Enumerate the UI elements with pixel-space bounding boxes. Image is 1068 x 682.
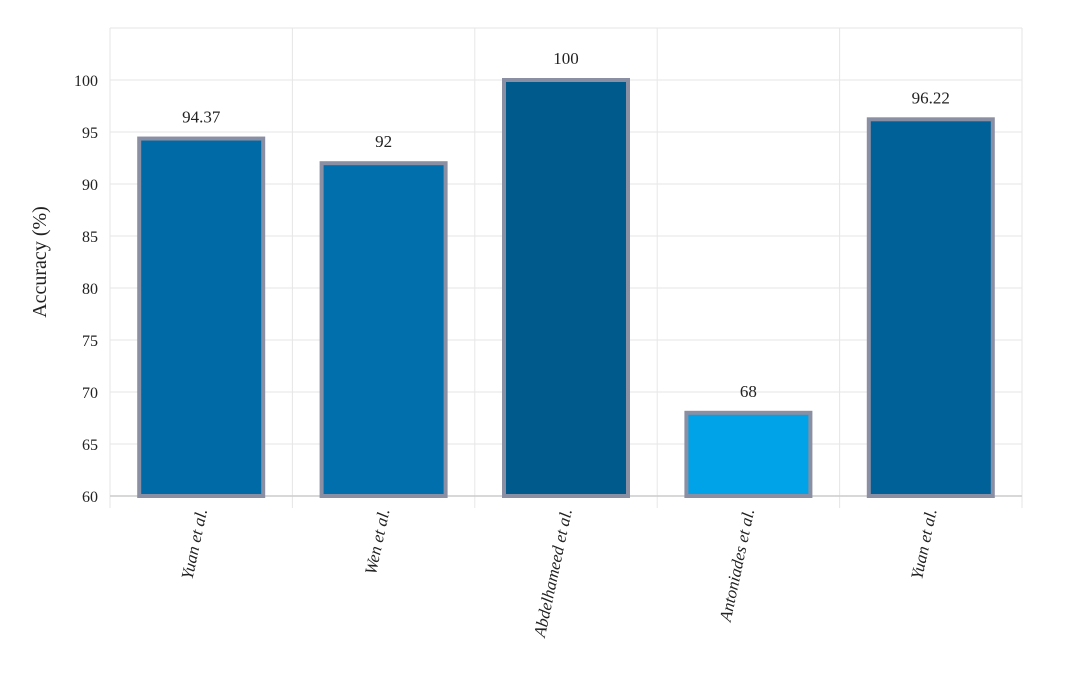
data-label-4: 96.22 bbox=[912, 88, 950, 107]
bar-2 bbox=[502, 78, 630, 498]
data-label-2: 100 bbox=[553, 49, 579, 68]
bar-0 bbox=[137, 136, 266, 498]
y-tick-label-3: 75 bbox=[82, 333, 98, 350]
y-tick-label-4: 80 bbox=[82, 281, 98, 298]
y-tick-label-6: 90 bbox=[82, 177, 98, 194]
bar-4 bbox=[866, 117, 995, 498]
y-tick-label-5: 85 bbox=[82, 229, 98, 246]
category-label-0: Yuan et al. bbox=[178, 507, 211, 581]
category-label-1: Wen et al. bbox=[361, 507, 393, 576]
category-label-3: Antoniades et al. bbox=[716, 507, 759, 624]
y-tick-label-8: 100 bbox=[74, 73, 98, 90]
y-tick-label-1: 65 bbox=[82, 437, 98, 454]
category-label-2: Abdelhameed et al. bbox=[530, 507, 576, 640]
data-label-3: 68 bbox=[740, 382, 757, 401]
bar-1 bbox=[319, 161, 448, 498]
y-axis-title: Accuracy (%) bbox=[29, 206, 51, 318]
bar-3 bbox=[684, 410, 813, 498]
y-tick-label-2: 70 bbox=[82, 385, 98, 402]
bars bbox=[137, 78, 995, 498]
data-label-1: 92 bbox=[375, 132, 392, 151]
data-label-0: 94.37 bbox=[182, 108, 221, 127]
y-tick-label-0: 60 bbox=[82, 489, 98, 506]
category-label-4: Yuan et al. bbox=[907, 507, 940, 581]
y-tick-label-7: 95 bbox=[82, 125, 98, 142]
